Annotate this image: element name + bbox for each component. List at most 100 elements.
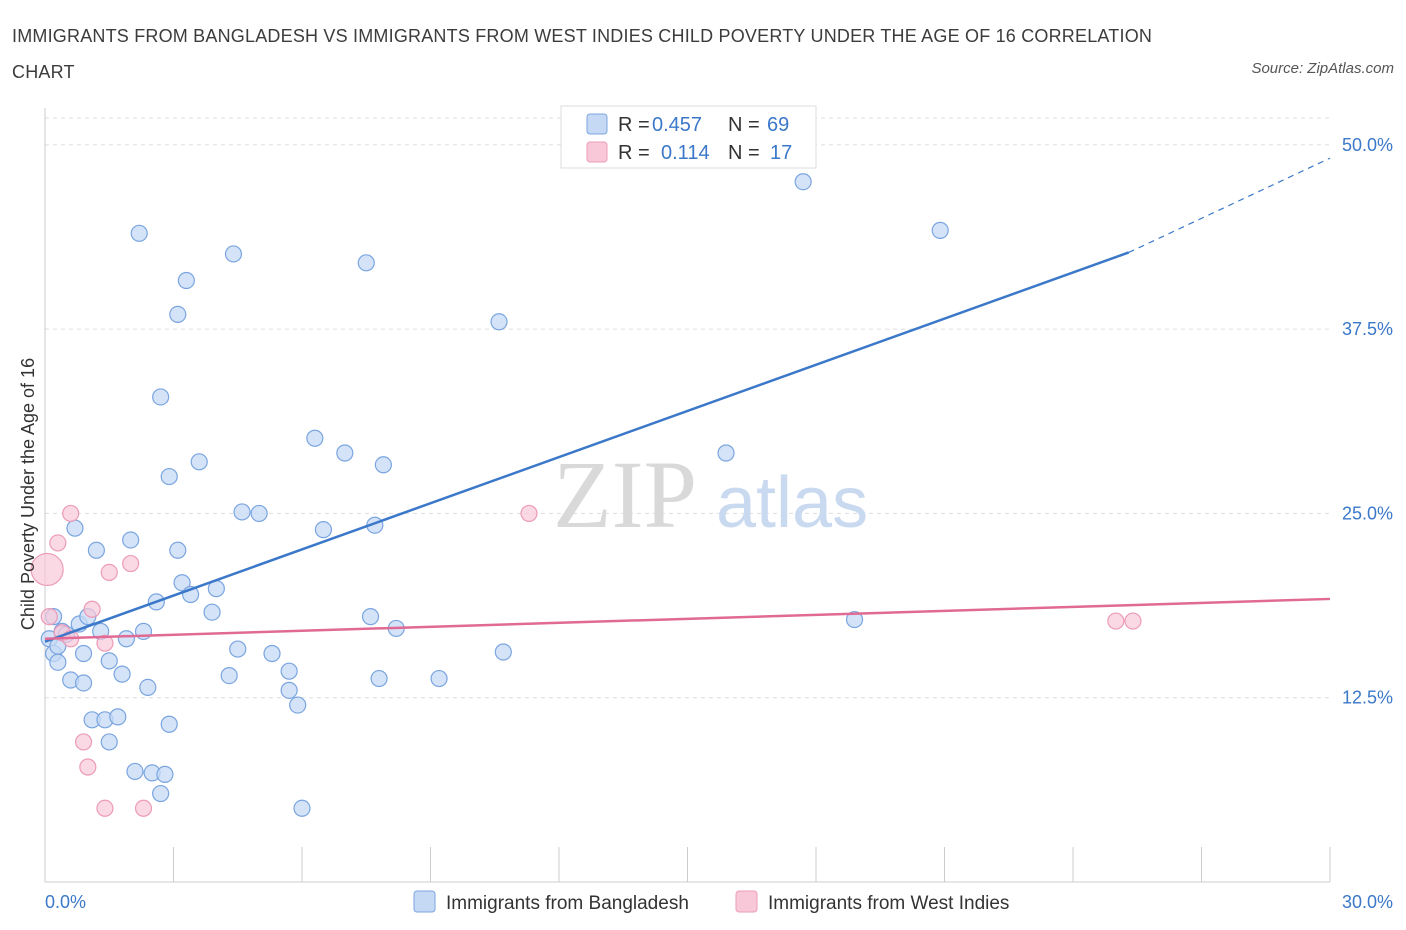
bangladesh-point-58 [374,456,392,474]
bangladesh-point-50 [293,799,311,817]
bangladesh-point-20 [117,630,135,648]
bangladesh-point-65 [794,173,812,191]
westindies-point-15 [1107,612,1125,630]
bangladesh-point-3 [49,653,67,671]
bangladesh-point-45 [250,504,268,523]
bangladesh-point-31 [160,467,178,486]
bangladesh-point-51 [306,429,324,447]
westindies-point-12 [122,554,140,573]
westindies-point-2 [49,534,67,552]
bangladesh-point-7 [66,519,84,537]
legend-r-label-1: R = [618,114,650,136]
bangladesh-point-49 [289,696,307,714]
westindies-point-10 [96,799,114,817]
bangladesh-point-46 [263,644,281,663]
legend-swatch-bangladesh [586,113,608,135]
bangladesh-point-42 [224,245,243,263]
source-label: Source: ZipAtlas.com [1251,60,1394,77]
bangladesh-point-33 [169,541,187,559]
bangladesh-point-53 [336,444,354,462]
westindies-point-6 [74,733,93,751]
bangladesh-point-13 [87,541,106,559]
bangladesh-point-66 [845,610,864,629]
legend-bottom: Immigrants from Bangladesh Immigrants fr… [413,890,1009,914]
gridlines [45,117,1330,699]
bangladesh-point-34 [169,305,187,323]
bangladesh-point-9 [74,644,93,663]
westindies-point-13 [134,799,153,817]
westindies-point-9 [96,634,114,652]
bottom-legend-bangladesh: Immigrants from Bangladesh [446,893,689,914]
bottom-legend-swatch-bangladesh [413,890,436,913]
legend-r-label-2: R = [618,142,650,164]
bangladesh-point-41 [220,666,238,685]
westindies-point-14 [520,504,538,523]
bangladesh-point-30 [156,765,174,783]
bangladesh-point-32 [160,715,178,733]
bangladesh-point-67 [931,221,949,239]
bangladesh-point-57 [370,669,388,688]
watermark-zip: ZIP [553,441,697,548]
westindies-point-1 [40,608,58,626]
westindies-point-0 [30,552,64,587]
bangladesh-point-54 [357,254,375,272]
y-tick-label-1: 25.0% [1342,503,1393,523]
westindies-point-7 [79,758,97,776]
series-westindies-points [30,504,1142,817]
bangladesh-point-39 [203,603,221,621]
trend-line-bangladesh-extension [1128,157,1331,254]
bangladesh-point-25 [139,678,157,696]
bangladesh-point-28 [152,784,170,803]
bangladesh-point-47 [280,662,298,680]
y-tick-label-2: 37.5% [1342,319,1393,339]
y-tick-label-3: 50.0% [1342,135,1393,155]
legend-n-label-2: N = [728,142,760,164]
legend-n-value-2: 17 [770,142,792,164]
bangladesh-point-17 [100,652,118,670]
bangladesh-point-35 [173,574,191,592]
axes [44,108,1331,883]
bangladesh-point-61 [490,313,508,331]
bangladesh-point-23 [130,224,148,242]
legend-top: R = 0.457 N = 69 R = 0.114 N = 17 [560,105,817,169]
x-tick-label-min: 0.0% [45,892,86,912]
bangladesh-point-52 [314,521,333,539]
y-tick-label-0: 12.5% [1342,688,1393,708]
bangladesh-point-43 [229,640,247,658]
bangladesh-point-36 [177,271,195,290]
legend-n-label-1: N = [728,114,760,136]
bangladesh-point-55 [361,608,380,626]
legend-r-value-2: 0.114 [661,142,710,164]
bangladesh-point-62 [494,643,512,661]
watermark-atlas: atlas [716,463,868,543]
bangladesh-point-18 [109,708,127,726]
series-bangladesh-points [40,139,949,817]
bangladesh-point-19 [113,665,131,683]
trend-line-bangladesh [44,251,1130,643]
bangladesh-point-48 [280,681,298,699]
bottom-legend-westindies: Immigrants from West Indies [768,893,1009,914]
legend-r-value-1: 0.457 [652,114,702,136]
westindies-point-16 [1124,612,1142,630]
bangladesh-point-29 [152,388,170,406]
westindies-point-4 [62,504,80,523]
legend-n-value-1: 69 [767,114,789,136]
bangladesh-point-22 [126,762,144,781]
legend-swatch-westindies [586,141,608,163]
trend-lines [44,157,1331,643]
bangladesh-point-16 [100,733,118,751]
westindies-point-8 [83,600,101,618]
y-axis-label: Child Poverty Under the Age of 16 [18,358,38,630]
watermark: ZIP atlas [553,441,868,548]
bottom-legend-swatch-westindies [735,890,758,913]
bangladesh-point-63 [717,444,735,462]
bangladesh-point-10 [74,674,93,692]
x-tick-label-max: 30.0% [1342,892,1393,912]
bangladesh-point-38 [190,453,208,471]
chart-title: IMMIGRANTS FROM BANGLADESH VS IMMIGRANTS… [12,26,1153,82]
westindies-point-11 [100,563,118,582]
bangladesh-point-44 [233,503,251,521]
x-tick-labels: 0.0% 30.0% [45,892,1393,912]
bangladesh-point-60 [430,669,448,688]
